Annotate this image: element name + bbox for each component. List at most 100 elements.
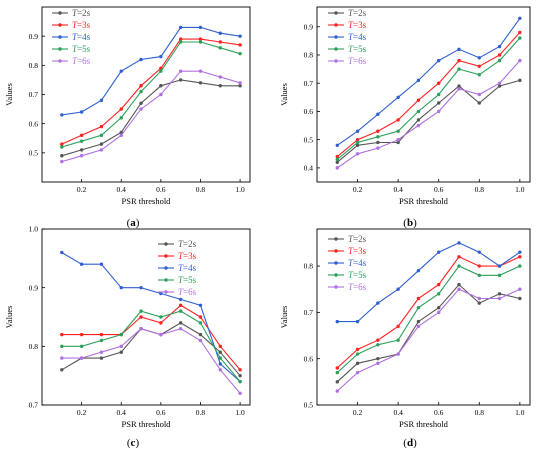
legend-value: =3s bbox=[183, 251, 197, 261]
legend-value: =5s bbox=[183, 275, 197, 285]
x-tick-label: 0.4 bbox=[117, 408, 127, 417]
data-point bbox=[238, 34, 242, 38]
panel-label: (b) bbox=[403, 217, 417, 229]
legend-swatch-marker bbox=[164, 290, 168, 294]
data-point bbox=[457, 255, 461, 259]
legend-value: =5s bbox=[353, 44, 367, 54]
data-point bbox=[60, 159, 64, 164]
data-point bbox=[178, 40, 183, 44]
data-point bbox=[355, 361, 360, 366]
x-tick-label: 0.8 bbox=[475, 185, 485, 194]
plot-frame bbox=[41, 228, 251, 406]
data-point bbox=[119, 116, 123, 120]
data-point bbox=[238, 51, 242, 56]
plot-frame bbox=[316, 6, 531, 183]
data-point bbox=[335, 143, 339, 148]
legend-var: T bbox=[348, 234, 354, 244]
x-tick-label: 1.0 bbox=[235, 185, 245, 194]
panel-label-open: ( bbox=[127, 437, 131, 449]
data-point bbox=[119, 332, 123, 337]
y-tick-label: 0.8 bbox=[304, 51, 314, 60]
x-tick-label: 1.0 bbox=[515, 408, 525, 417]
data-point bbox=[355, 152, 360, 156]
data-point bbox=[119, 344, 123, 349]
y-tick-label: 0.7 bbox=[29, 90, 39, 99]
legend-swatch-marker bbox=[334, 47, 338, 51]
y-tick-label: 0.9 bbox=[304, 22, 314, 31]
data-point bbox=[60, 356, 64, 360]
data-point bbox=[218, 46, 222, 50]
y-tick-label: 0.9 bbox=[29, 283, 39, 292]
data-point bbox=[198, 40, 203, 44]
data-point bbox=[518, 16, 522, 20]
series-t-4s bbox=[60, 250, 242, 384]
data-point bbox=[198, 81, 203, 85]
legend-value: =6s bbox=[353, 56, 367, 66]
data-point bbox=[79, 139, 84, 143]
series-line bbox=[61, 322, 241, 377]
series-t-2s bbox=[60, 321, 242, 378]
x-tick-label: 0.2 bbox=[77, 408, 87, 417]
x-tick-label: 0.4 bbox=[393, 185, 403, 194]
data-point bbox=[335, 366, 339, 370]
data-point bbox=[238, 368, 242, 372]
data-point bbox=[139, 57, 143, 62]
y-tick-label: 0.4 bbox=[304, 163, 314, 172]
data-point bbox=[376, 112, 380, 116]
y-tick-label: 0.5 bbox=[29, 148, 39, 157]
legend-entry-label: T=5s bbox=[348, 270, 367, 280]
data-point bbox=[238, 84, 242, 88]
data-point bbox=[60, 145, 64, 149]
data-point bbox=[355, 319, 360, 324]
data-point bbox=[119, 350, 123, 354]
data-point bbox=[416, 123, 421, 128]
data-point bbox=[376, 140, 380, 145]
legend-swatch-marker bbox=[334, 285, 338, 289]
data-point bbox=[79, 332, 84, 337]
series-line bbox=[336, 32, 521, 158]
data-point bbox=[99, 332, 104, 337]
series-line bbox=[61, 304, 241, 371]
y-tick-label: 1.0 bbox=[29, 225, 39, 234]
legend-var: T bbox=[178, 263, 184, 273]
data-point bbox=[218, 40, 222, 44]
legend-swatch-marker bbox=[58, 59, 62, 63]
data-point bbox=[335, 370, 339, 375]
series-line bbox=[61, 41, 241, 148]
data-point bbox=[79, 356, 84, 360]
x-tick-label: 1.0 bbox=[515, 185, 525, 194]
legend-value: =6s bbox=[77, 56, 91, 66]
legend-entry-label: T=5s bbox=[72, 44, 91, 54]
data-point bbox=[416, 306, 421, 310]
data-point bbox=[437, 109, 441, 114]
data-point bbox=[497, 58, 502, 63]
y-tick-label: 0.8 bbox=[304, 262, 314, 271]
y-tick-label: 0.7 bbox=[29, 401, 39, 410]
data-point bbox=[477, 250, 481, 254]
series-line bbox=[336, 283, 521, 383]
legend-entry-label: T=2s bbox=[348, 8, 367, 18]
data-point bbox=[198, 69, 203, 73]
data-point bbox=[416, 78, 421, 83]
legend-value: =4s bbox=[77, 32, 91, 42]
data-point bbox=[238, 373, 242, 378]
data-point bbox=[376, 356, 380, 361]
legend-var: T bbox=[348, 20, 354, 30]
legend-entry-label: T=5s bbox=[348, 44, 367, 54]
panel-label-close: ) bbox=[413, 437, 417, 449]
series-t-3s bbox=[60, 37, 242, 146]
legend-swatch-marker bbox=[164, 254, 168, 258]
data-point bbox=[139, 309, 143, 313]
legend-value: =3s bbox=[353, 246, 367, 256]
legend-var: T bbox=[348, 32, 354, 42]
legend-value: =4s bbox=[353, 32, 367, 42]
series-t-4s bbox=[335, 16, 522, 148]
legend-value: =6s bbox=[183, 287, 197, 297]
x-tick-label: 0.6 bbox=[156, 185, 166, 194]
data-point bbox=[218, 350, 222, 354]
series-t-4s bbox=[335, 241, 522, 324]
data-point bbox=[218, 356, 222, 360]
data-point bbox=[139, 107, 143, 111]
data-point bbox=[60, 113, 64, 117]
data-point bbox=[437, 306, 441, 310]
